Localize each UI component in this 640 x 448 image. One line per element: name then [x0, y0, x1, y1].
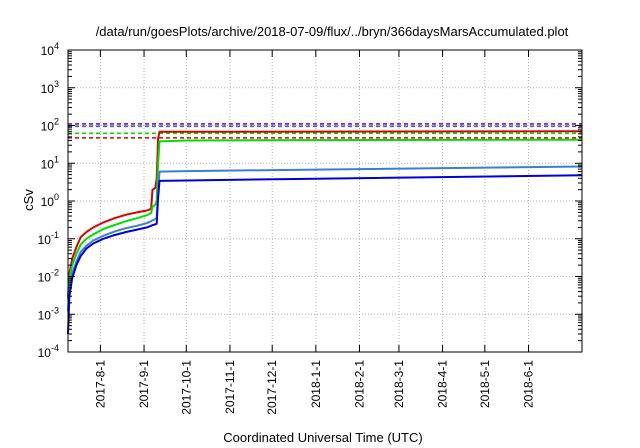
y-tick-label: 103	[41, 79, 59, 96]
x-tick-label: 2018-4-1	[436, 360, 450, 408]
x-tick-label: 2017-11-1	[223, 360, 237, 414]
x-tick-label: 2017-8-1	[93, 360, 107, 408]
x-tick-label: 2018-2-1	[353, 360, 367, 408]
y-tick-label: 104	[41, 41, 59, 58]
series-line	[67, 138, 583, 300]
y-axis-label: cSv	[21, 189, 36, 211]
x-axis-label: Coordinated Universal Time (UTC)	[223, 430, 422, 445]
x-tick-label: 2017-10-1	[179, 360, 193, 415]
y-tick-label: 10-4	[38, 343, 59, 360]
x-tick-label: 2017-12-1	[265, 360, 279, 415]
series-lines	[67, 130, 583, 335]
y-tick-label: 10-1	[38, 230, 59, 247]
y-tick-label: 10-2	[38, 268, 59, 285]
y-tick-label: 102	[41, 117, 59, 134]
x-tick-label: 2017-9-1	[137, 360, 151, 408]
x-tick-label: 2018-1-1	[309, 360, 323, 408]
x-tick-label: 2018-5-1	[478, 360, 492, 408]
y-tick-label: 101	[41, 154, 59, 171]
plot-frame	[67, 49, 583, 353]
x-tick-label: 2018-3-1	[392, 360, 406, 408]
series-line	[67, 130, 583, 297]
series-line	[67, 174, 583, 335]
x-axis-ticks: 2017-8-1 2017-9-1 2017-10-1 2017-11-1 2017-1…	[93, 50, 535, 415]
chart-title: /data/run/goesPlots/archive/2018-07-09/f…	[96, 24, 569, 39]
y-tick-label: 10-3	[38, 305, 59, 322]
series-line	[67, 165, 583, 312]
x-tick-label: 2018-6-1	[521, 360, 535, 408]
grid	[68, 50, 582, 352]
reference-lines	[68, 123, 582, 139]
y-axis-ticks: 10-4 10-3 10-2 10-1 100 101 102 103 104	[38, 41, 582, 360]
y-tick-label: 100	[41, 192, 59, 209]
